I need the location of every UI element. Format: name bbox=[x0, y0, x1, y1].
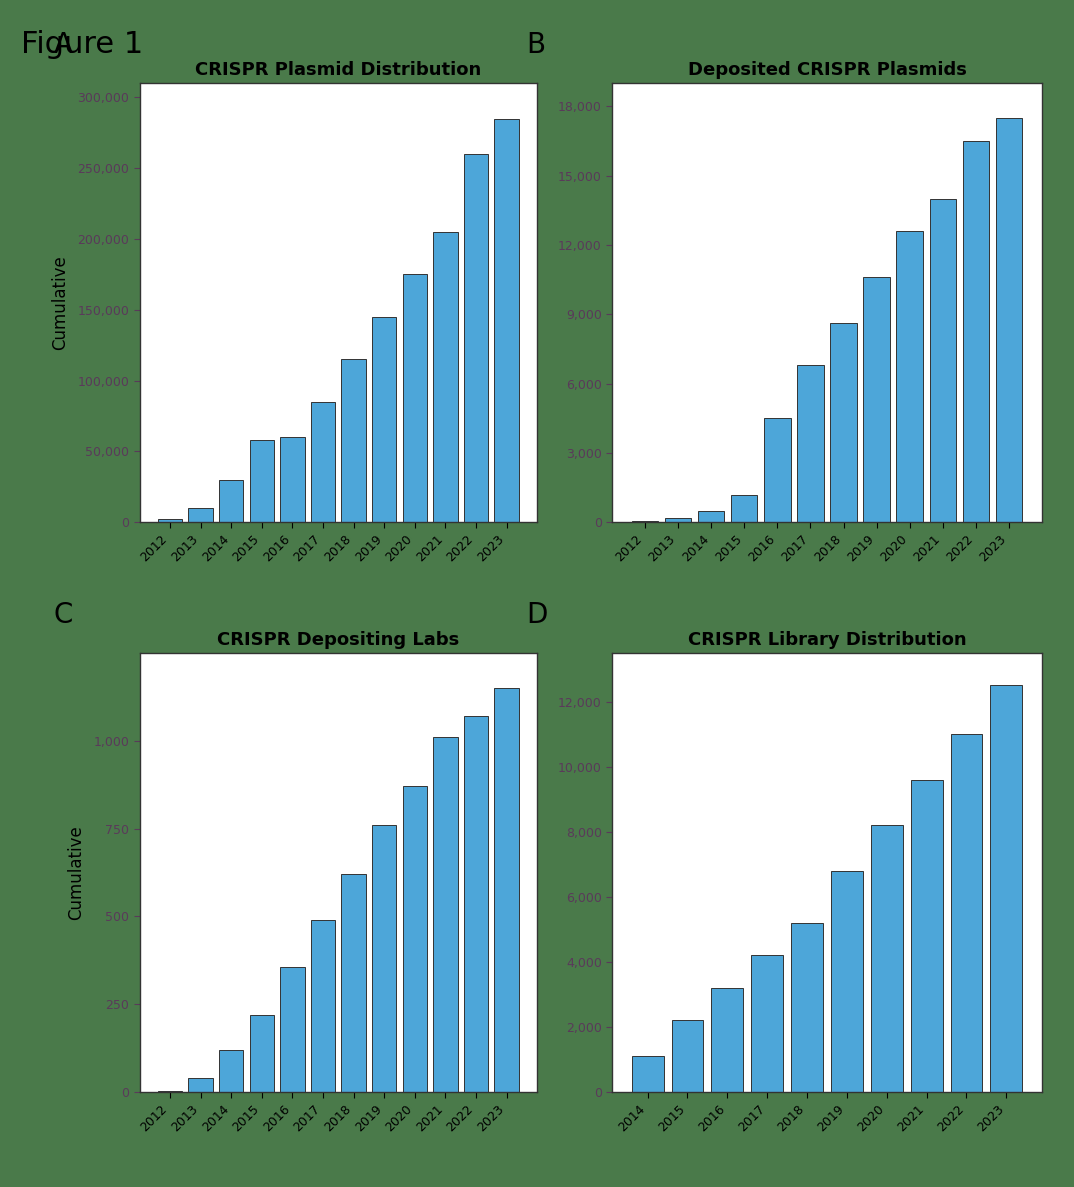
Bar bbox=[494, 688, 519, 1092]
Bar bbox=[188, 1078, 213, 1092]
Bar bbox=[996, 118, 1022, 522]
Text: A: A bbox=[54, 31, 73, 59]
Bar bbox=[797, 366, 824, 522]
Bar bbox=[403, 274, 427, 522]
Bar bbox=[698, 510, 724, 522]
Y-axis label: Cumulative: Cumulative bbox=[67, 825, 85, 920]
Title: Deposited CRISPR Plasmids: Deposited CRISPR Plasmids bbox=[687, 61, 967, 78]
Bar bbox=[433, 231, 458, 522]
Bar bbox=[930, 198, 956, 522]
Text: C: C bbox=[54, 601, 73, 629]
Title: CRISPR Depositing Labs: CRISPR Depositing Labs bbox=[217, 630, 460, 648]
Bar bbox=[911, 780, 943, 1092]
Title: CRISPR Plasmid Distribution: CRISPR Plasmid Distribution bbox=[195, 61, 481, 78]
Bar bbox=[464, 154, 489, 522]
Bar bbox=[219, 1049, 244, 1092]
Bar bbox=[897, 231, 923, 522]
Bar bbox=[280, 437, 305, 522]
Bar bbox=[665, 518, 692, 522]
Bar bbox=[158, 520, 183, 522]
Bar bbox=[962, 141, 989, 522]
Bar bbox=[671, 1021, 703, 1092]
Bar bbox=[831, 871, 862, 1092]
Bar bbox=[342, 874, 366, 1092]
Bar bbox=[632, 1056, 664, 1092]
Bar bbox=[372, 317, 396, 522]
Text: B: B bbox=[526, 31, 546, 59]
Bar bbox=[464, 716, 489, 1092]
Bar bbox=[219, 480, 244, 522]
Bar bbox=[372, 825, 396, 1092]
Bar bbox=[433, 737, 458, 1092]
Bar bbox=[792, 922, 823, 1092]
Text: D: D bbox=[526, 601, 548, 629]
Bar bbox=[403, 786, 427, 1092]
Bar bbox=[249, 440, 274, 522]
Bar bbox=[494, 119, 519, 522]
Bar bbox=[249, 1015, 274, 1092]
Bar bbox=[950, 735, 983, 1092]
Bar bbox=[863, 278, 890, 522]
Title: CRISPR Library Distribution: CRISPR Library Distribution bbox=[687, 630, 967, 648]
Bar bbox=[188, 508, 213, 522]
Bar bbox=[342, 360, 366, 522]
Bar bbox=[764, 418, 790, 522]
Bar bbox=[751, 956, 783, 1092]
Text: Figure 1: Figure 1 bbox=[21, 30, 144, 58]
Bar bbox=[990, 685, 1022, 1092]
Bar bbox=[310, 402, 335, 522]
Bar bbox=[830, 324, 857, 522]
Y-axis label: Cumulative: Cumulative bbox=[50, 255, 69, 350]
Bar bbox=[711, 988, 743, 1092]
Bar bbox=[280, 967, 305, 1092]
Bar bbox=[731, 495, 757, 522]
Bar bbox=[310, 920, 335, 1092]
Bar bbox=[871, 825, 903, 1092]
